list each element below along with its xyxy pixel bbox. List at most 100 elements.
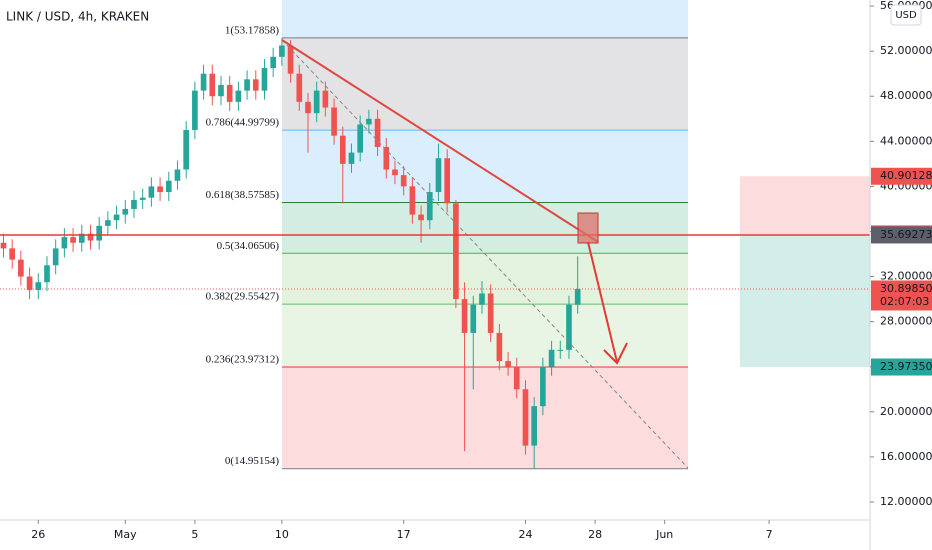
countdown: 02:07:03	[880, 295, 929, 308]
stop-zone	[740, 176, 870, 235]
symbol-title: LINK / USD, 4h, KRAKEN	[6, 10, 149, 24]
candle-body	[540, 366, 546, 407]
currency-button[interactable]	[890, 4, 922, 26]
target-zone	[740, 234, 870, 368]
fib-band	[282, 0, 688, 38]
candle-body	[444, 158, 451, 204]
candle-body	[105, 220, 111, 226]
y-tick-label: 32.00000	[880, 270, 932, 283]
candle-body	[392, 169, 398, 176]
candle-body	[113, 214, 120, 221]
candle-body	[226, 84, 233, 102]
candle-body	[9, 248, 16, 260]
candle-body	[70, 237, 76, 243]
candle-body	[165, 180, 172, 193]
candle-body	[409, 186, 416, 215]
y-tick-label: 28.00000	[880, 315, 932, 328]
candle-body	[487, 293, 494, 333]
arrow	[587, 241, 628, 365]
x-tick-label: 24	[518, 528, 532, 541]
candle-body	[261, 68, 268, 91]
candle-body	[200, 73, 207, 91]
axes: 12.0000016.0000020.0000024.0000028.00000…	[31, 0, 932, 550]
price-label-bg	[871, 358, 932, 376]
candle-body	[383, 146, 390, 170]
candle-body	[374, 118, 381, 147]
y-tick-label: 12.00000	[880, 495, 932, 508]
candle-body	[400, 175, 407, 187]
candle-body	[148, 186, 155, 198]
price-label: 30.89850	[880, 282, 932, 295]
price-label: 35.69273	[880, 228, 932, 241]
price-label: 40.90128	[880, 169, 932, 182]
candle-body	[52, 248, 59, 266]
x-tick-label: 17	[397, 528, 411, 541]
dashed-trend	[281, 39, 689, 469]
price-label-bg	[871, 226, 932, 244]
price-label-bg	[871, 280, 932, 311]
candle-body	[35, 282, 42, 291]
x-tick-label: May	[114, 528, 137, 541]
fib-label: 0.786(44.99799)	[206, 117, 280, 129]
candle-body	[192, 90, 198, 131]
y-tick-label: 16.00000	[880, 450, 932, 463]
candle-body	[122, 208, 129, 215]
candle-body	[44, 265, 50, 283]
candle-body	[322, 90, 329, 108]
trend-line	[281, 39, 599, 243]
zone-box	[577, 212, 599, 244]
y-tick-label: 44.00000	[880, 134, 932, 147]
candle-body	[435, 158, 442, 193]
fib-band	[282, 367, 688, 469]
candle-body	[139, 197, 146, 200]
candle-body	[61, 237, 68, 249]
y-tick-label: 20.00000	[880, 405, 932, 418]
candle-body	[78, 233, 85, 243]
candle-body	[0, 242, 7, 249]
candle-body	[461, 299, 468, 333]
candle-body	[287, 45, 294, 74]
fib-label: 0.618(38.57585)	[206, 189, 280, 201]
candle-body	[566, 304, 572, 350]
fib-label: 0.5(34.06506)	[217, 240, 280, 252]
candle-body	[26, 276, 33, 291]
fib-band	[282, 253, 688, 305]
fib-label: 0(14.95154)	[225, 455, 279, 467]
fib-band	[282, 37, 688, 131]
x-tick-label: 5	[191, 528, 198, 541]
candle-body	[418, 214, 424, 221]
position-box	[740, 176, 870, 368]
candle-body	[557, 349, 564, 351]
candle-body	[531, 406, 538, 446]
candle-body	[522, 389, 529, 446]
price-label-bg	[871, 167, 932, 185]
fib-band	[282, 304, 688, 368]
x-tick-label: 26	[31, 528, 45, 541]
x-tick-label: Jun	[655, 528, 673, 541]
candle-body	[279, 45, 285, 57]
fib-band	[282, 202, 688, 254]
candle-body	[366, 118, 372, 125]
candle-body	[348, 152, 355, 164]
candle-body	[235, 90, 242, 102]
candle-body	[313, 90, 320, 114]
candle-body	[331, 107, 337, 136]
candle-body	[244, 79, 250, 91]
candle-body	[479, 293, 485, 305]
candle-body	[296, 73, 303, 102]
candle-body	[470, 304, 477, 333]
fib-label: 0.382(29.55427)	[206, 291, 280, 303]
candle-body	[131, 199, 137, 209]
x-tick-label: 10	[275, 528, 289, 541]
candle-body	[174, 169, 181, 181]
candle-body	[426, 192, 433, 221]
price-label: 23.97350	[880, 360, 932, 373]
axis-bg	[871, 0, 932, 550]
candle-body	[87, 233, 94, 241]
candle-body	[183, 130, 190, 170]
x-tick-label: 28	[588, 528, 602, 541]
y-tick-label: 48.00000	[880, 89, 932, 102]
candle-body	[496, 332, 503, 362]
fib-label: 1(53.17858)	[225, 24, 279, 36]
